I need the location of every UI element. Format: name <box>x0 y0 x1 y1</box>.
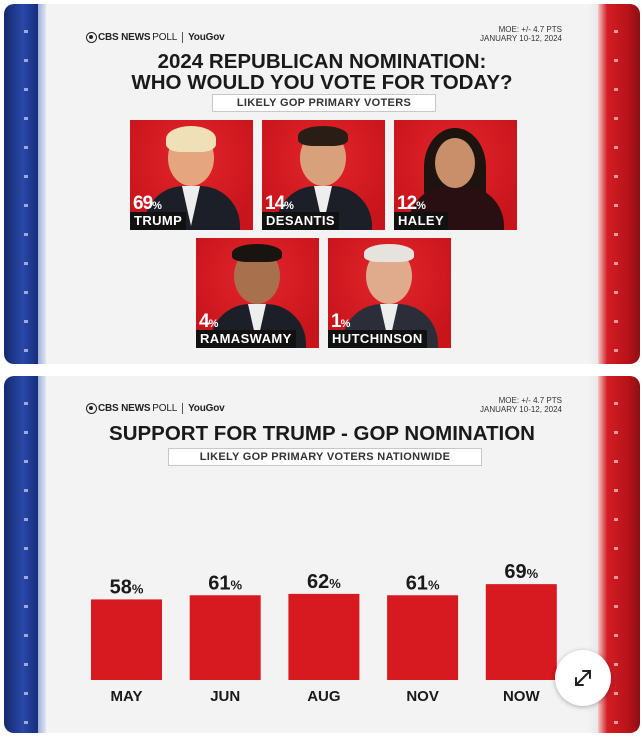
title-line-1: 2024 REPUBLICAN NOMINATION: <box>157 50 487 73</box>
red-stripe <box>598 4 640 364</box>
red-stripe-shadow <box>588 376 598 733</box>
title-line-2: WHO WOULD YOU VOTE FOR TODAY? <box>131 71 513 94</box>
tick-label-may: MAY <box>111 688 143 705</box>
tick-label-now: NOW <box>503 688 541 705</box>
data-label-may: 58% <box>110 576 144 598</box>
cbs-eye-icon <box>86 403 97 414</box>
candidate-percent: 12% <box>397 193 426 215</box>
candidate-percent: 69% <box>133 193 162 215</box>
stripe-dots-left <box>24 4 28 364</box>
percent-value: 4 <box>199 311 210 332</box>
candidate-name: HALEY <box>394 212 449 230</box>
bar-chart: 58% MAY 61% JUN 62% AUG 61% NOV 69% NOW <box>91 561 557 705</box>
portrait-head <box>435 138 475 188</box>
brand-logo: CBS NEWS POLL YouGov <box>86 403 225 414</box>
moe-note: MOE: +/- 4.7 PTS JANUARY 10-12, 2024 <box>480 25 562 43</box>
percent-unit: % <box>208 318 219 330</box>
percent-unit: % <box>340 318 351 330</box>
tick-label-nov: NOV <box>406 688 439 705</box>
cbs-eye-icon <box>86 32 97 43</box>
expand-button[interactable] <box>555 650 611 706</box>
candidate-card-haley: 12% HALEY <box>394 120 517 230</box>
candidate-card-desantis: 14% DESANTIS <box>262 120 385 230</box>
subtitle-pill: LIKELY GOP PRIMARY VOTERS <box>212 94 436 112</box>
candidate-card-hutchinson: 1% HUTCHINSON <box>328 238 451 348</box>
portrait-hair <box>232 244 282 262</box>
percent-value: 1 <box>331 311 342 332</box>
candidate-percent: 1% <box>331 311 350 333</box>
brand-cbs: CBS NEWS <box>98 403 151 414</box>
portrait-hair <box>298 126 348 146</box>
brand-divider <box>182 32 184 43</box>
red-stripe-shadow <box>588 4 598 364</box>
tick-label-jun: JUN <box>210 688 240 705</box>
tick-label-aug: AUG <box>307 688 340 705</box>
moe-line: MOE: +/- 4.7 PTS <box>498 396 562 405</box>
chart-title: SUPPORT FOR TRUMP - GOP NOMINATION <box>109 422 535 445</box>
stripe-dots-right <box>614 376 618 733</box>
brand-logo: CBS NEWS POLL YouGov <box>86 32 225 43</box>
brand-partner: YouGov <box>188 32 225 43</box>
data-label-aug: 62% <box>307 571 341 593</box>
candidate-name: HUTCHINSON <box>328 330 427 348</box>
brand-poll: POLL <box>152 32 178 43</box>
moe-line: MOE: +/- 4.7 PTS <box>498 25 562 34</box>
brand-partner: YouGov <box>188 403 225 414</box>
brand-cbs: CBS NEWS <box>98 32 151 43</box>
brand-divider <box>182 403 184 414</box>
bar-aug <box>288 593 360 680</box>
percent-unit: % <box>284 200 294 212</box>
portrait-hair <box>166 126 216 152</box>
bar-may <box>91 599 162 680</box>
bar-now <box>485 584 557 680</box>
percent-value: 69 <box>133 193 153 214</box>
bar-jun <box>189 595 261 680</box>
bottom-panel: CBS NEWS POLL YouGov MOE: +/- 4.7 PTS JA… <box>4 376 640 733</box>
percent-value: 12 <box>397 193 417 214</box>
bar-nov <box>387 595 459 680</box>
candidate-card-ramaswamy: 4% RAMASWAMY <box>196 238 319 348</box>
percent-unit: % <box>416 200 426 212</box>
candidate-name: TRUMP <box>130 212 187 230</box>
expand-arrows-icon <box>575 670 591 686</box>
data-label-jun: 61% <box>208 572 242 594</box>
top-panel: CBS NEWS POLL YouGov MOE: +/- 4.7 PTS JA… <box>4 4 640 364</box>
stripe-dots-left <box>24 376 28 733</box>
percent-value: 14 <box>265 193 285 214</box>
brand-poll: POLL <box>152 403 178 414</box>
portrait-hair <box>364 244 414 262</box>
candidate-percent: 14% <box>265 193 294 215</box>
poll-dates: JANUARY 10-12, 2024 <box>480 405 562 414</box>
candidate-card-trump: 69% TRUMP <box>130 120 253 230</box>
page-title: 2024 REPUBLICAN NOMINATION: WHO WOULD YO… <box>64 51 580 93</box>
moe-note: MOE: +/- 4.7 PTS JANUARY 10-12, 2024 <box>480 396 562 414</box>
stripe-dots-right <box>614 4 618 364</box>
candidate-name: RAMASWAMY <box>196 330 296 348</box>
candidate-percent: 4% <box>199 311 218 333</box>
percent-unit: % <box>152 200 162 212</box>
data-label-nov: 61% <box>406 572 440 594</box>
data-label-now: 69% <box>504 561 538 583</box>
poll-dates: JANUARY 10-12, 2024 <box>480 34 562 43</box>
candidate-name: DESANTIS <box>262 212 339 230</box>
chart-subtitle-pill: LIKELY GOP PRIMARY VOTERS NATIONWIDE <box>168 448 482 466</box>
